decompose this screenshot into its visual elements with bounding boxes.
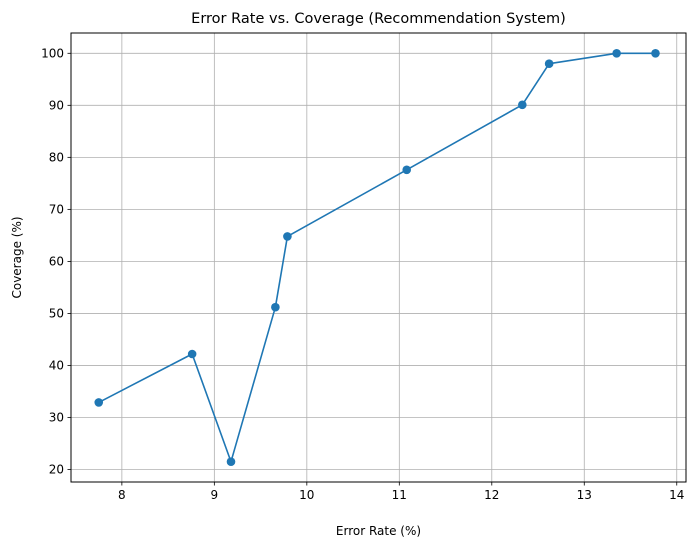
y-tick-label: 30 [49,411,64,425]
x-tick-label: 11 [392,488,407,502]
data-point [187,349,197,359]
x-tick-label: 14 [669,488,684,502]
y-tick-label: 100 [41,46,64,60]
y-tick-label: 50 [49,307,64,321]
data-point [94,398,104,407]
x-tick-label: 13 [577,488,592,502]
x-axis-label: Error Rate (%) [336,524,421,538]
x-tick-label: 12 [484,488,499,502]
data-point [226,457,236,467]
grid [71,33,686,482]
data-point [544,59,554,68]
data-point [283,232,292,241]
data-point [518,100,527,110]
x-tick-label: 8 [118,488,126,502]
y-tick-label: 70 [49,203,64,217]
series-layer [94,48,660,467]
x-tick-label: 10 [299,488,314,502]
y-tick-label: 20 [49,463,64,477]
ticks: 8 9 10 11 12 13 14 20 30 40 50 60 70 80 90 100 [41,46,684,502]
chart-title: Error Rate vs. Coverage (Recommendation … [191,11,566,27]
plot-frame [70,32,687,483]
y-axis-label: Coverage (%) [10,216,24,298]
y-tick-label: 60 [49,255,64,269]
data-point [612,48,621,58]
y-tick-label: 90 [49,99,64,113]
y-tick-label: 40 [49,359,64,373]
x-tick-label: 9 [211,488,219,502]
data-point [402,165,412,175]
data-point [651,48,660,58]
y-tick-label: 80 [49,151,64,165]
series-line [98,52,656,463]
data-point [271,302,280,312]
